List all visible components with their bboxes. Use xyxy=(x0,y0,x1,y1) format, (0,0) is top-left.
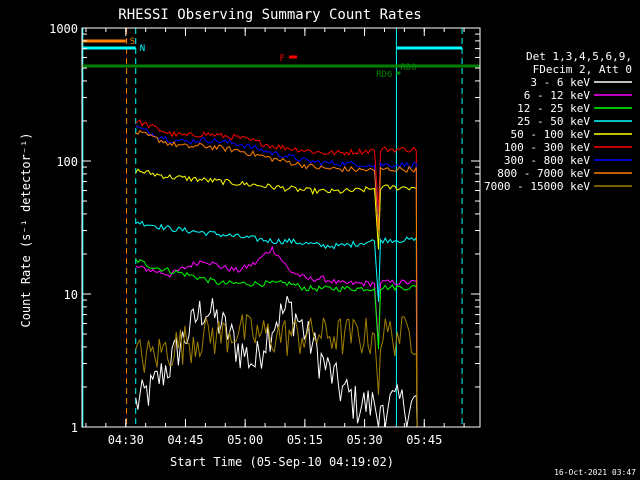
x-tick-label: 04:45 xyxy=(167,433,203,447)
data-layer: SN F RD6 RD0 xyxy=(82,28,480,428)
x-tick-label: 04:30 xyxy=(108,433,144,447)
x-tick-label: 05:15 xyxy=(287,433,323,447)
x-tick-label: 05:45 xyxy=(406,433,442,447)
y-tick-label: 100 xyxy=(56,155,78,169)
flag-label: S xyxy=(130,37,135,47)
series-line-7 xyxy=(135,126,418,428)
series-line-4 xyxy=(135,220,418,428)
x-tick-label: 05:30 xyxy=(347,433,383,447)
flag-label: RD0 xyxy=(400,63,416,73)
y-tick-label: 10 xyxy=(64,288,78,302)
series-line-5 xyxy=(135,168,418,428)
series-line-9 xyxy=(135,313,418,428)
series-line-8 xyxy=(135,129,418,428)
flag-label: N xyxy=(140,44,145,54)
legend-entry-label: 3 - 6 keV xyxy=(530,76,590,89)
plot-frame xyxy=(81,27,481,428)
y-axis-label: Count Rate (s⁻¹ detector⁻¹) xyxy=(19,132,33,327)
chart-title: RHESSI Observing Summary Count Rates xyxy=(118,7,421,23)
legend-entry-label: 25 - 50 keV xyxy=(517,115,590,128)
series-line-1 xyxy=(135,295,418,428)
series-line-2 xyxy=(135,245,418,428)
y-tick-label: 1 xyxy=(71,421,78,435)
x-axis-label: Start Time (05-Sep-10 04:19:02) xyxy=(170,455,394,469)
x-tick-label: 05:00 xyxy=(227,433,263,447)
legend-entry-label: 100 - 300 keV xyxy=(504,141,590,154)
footer-date: 16-Oct-2021 03:47 xyxy=(554,468,636,477)
legend-header: Det 1,3,4,5,6,9, xyxy=(526,50,632,63)
legend-entry-label: 12 - 25 keV xyxy=(517,102,590,115)
legend-entry-label: 6 - 12 keV xyxy=(524,89,591,102)
flag-label: RD6 xyxy=(376,70,392,80)
legend-entry-label: 300 - 800 keV xyxy=(504,154,590,167)
y-tick-label: 1000 xyxy=(49,22,78,36)
flag-label: F xyxy=(280,54,285,64)
legend: Det 1,3,4,5,6,9,FDecim 2, Att 03 - 6 keV… xyxy=(484,50,632,193)
axes-layer: 1 10 100 1000 04:30 04:45 05:00 05:15 05:30 05:45 xyxy=(49,22,480,447)
legend-entry-label: 800 - 7000 keV xyxy=(497,167,590,180)
legend-entry-label: 50 - 100 keV xyxy=(511,128,591,141)
series-line-6 xyxy=(135,119,418,428)
legend-entry-label: 7000 - 15000 keV xyxy=(484,180,590,193)
series-line-3 xyxy=(135,258,418,428)
legend-header: FDecim 2, Att 0 xyxy=(533,63,632,76)
